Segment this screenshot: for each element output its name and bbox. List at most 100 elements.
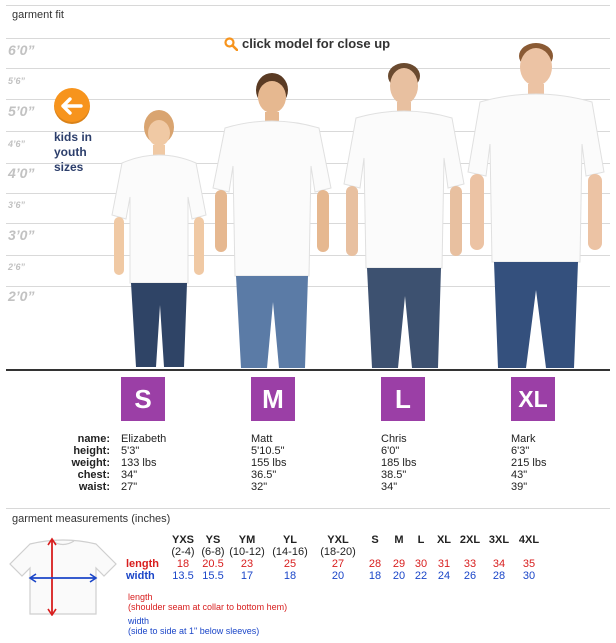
size-header: YM [238,534,256,546]
model-chris[interactable] [342,60,466,370]
size-badge-l[interactable]: L [381,377,425,421]
length-value: 31 [437,558,451,570]
length-value: 29 [392,558,406,570]
age-range: (6-8) [201,546,225,558]
model-elizabeth[interactable] [104,105,214,370]
length-note: length (shoulder seam at collar to botto… [128,592,287,612]
length-value: 34 [492,558,506,570]
width-value: 15.5 [202,570,224,582]
gridline [6,99,610,100]
width-value: 17 [240,570,254,582]
size-badge-s[interactable]: S [121,377,165,421]
size-badge-m[interactable]: M [251,377,295,421]
model-stats-m: Matt 5'10.5" 155 lbs 36.5" 32" [251,433,286,493]
size-header: XL [436,534,452,546]
top-divider [6,5,610,6]
length-value: 25 [283,558,297,570]
length-value: 30 [414,558,428,570]
model-height: 5'10.5" [251,445,285,457]
model-waist: 27" [121,481,138,493]
width-value: 18 [368,570,382,582]
size-header: YXL [327,534,349,546]
left-arrow-icon[interactable] [54,88,90,124]
kids-text-line: sizes [54,160,84,174]
gridline [6,286,610,287]
stat-label: name: [77,433,110,445]
size-header: S [371,534,379,546]
closeup-text: click model for close up [242,36,391,51]
model-matt[interactable] [211,70,333,370]
kids-text: kids in youth sizes [54,130,124,175]
age-range: (2-4) [171,546,195,558]
width-value: 18 [283,570,297,582]
stat-label: waist: [78,481,110,493]
size-header: M [394,534,404,546]
size-header: L [417,534,425,546]
model-height: 5'3" [121,445,140,457]
height-label: 5’0” [8,103,35,119]
width-row: width 13.5 15.5 17 18 20 18 20 22 24 26 … [126,570,544,582]
width-value: 24 [437,570,451,582]
model-mark[interactable] [466,40,606,370]
height-label: 6’0” [8,42,35,58]
size-header: YS [205,534,221,546]
magnifier-icon [224,36,239,51]
length-note-text: (shoulder seam at collar to bottom hem) [128,602,288,612]
stat-label: chest: [77,469,110,481]
length-label: length [126,558,159,570]
kids-text-line: youth [54,145,87,159]
kids-text-line: kids in [54,130,93,144]
header-spacer [126,534,168,546]
width-note-title: width [128,616,150,626]
model-weight: 215 lbs [511,457,547,469]
length-value: 20.5 [202,558,224,570]
width-value: 26 [463,570,477,582]
model-chest: 34" [121,469,138,481]
model-waist: 39" [511,481,528,493]
size-header: 3XL [488,534,510,546]
stat-labels: name: height: weight: chest: waist: [20,433,111,493]
size-header: YL [282,534,298,546]
height-label: 5’6” [8,76,26,86]
model-weight: 185 lbs [381,457,417,469]
width-note-text: (side to side at 1" below sleeves) [128,626,260,636]
length-value: 23 [240,558,254,570]
stat-label: weight: [71,457,111,469]
model-stats-s: Elizabeth 5'3" 133 lbs 34" 27" [121,433,166,493]
length-value: 27 [331,558,345,570]
model-weight: 155 lbs [251,457,287,469]
measurements-divider [6,508,610,509]
width-value: 13.5 [172,570,194,582]
model-height: 6'0" [381,445,400,457]
length-value: 35 [522,558,536,570]
stat-label: height: [73,445,110,457]
model-name: Mark [511,433,536,445]
width-value: 20 [331,570,345,582]
measurements-subheader: (2-4) (6-8) (10-12) (14-16) (18-20) [126,546,544,558]
age-range: (14-16) [272,546,308,558]
length-value: 28 [368,558,382,570]
height-label: 3’6” [8,200,26,210]
width-value: 20 [392,570,406,582]
width-value: 30 [522,570,536,582]
gridline [6,38,610,39]
model-stats-l: Chris 6'0" 185 lbs 38.5" 34" [381,433,416,493]
age-range: (10-12) [229,546,265,558]
height-label: 2’6” [8,262,26,272]
model-name: Matt [251,433,273,445]
height-label: 2’0” [8,288,35,304]
model-stats-xl: Mark 6'3" 215 lbs 43" 39" [511,433,546,493]
subheader-spacer [126,546,168,558]
model-chest: 36.5" [251,469,277,481]
length-value: 18 [176,558,190,570]
kids-sizes-link[interactable]: kids in youth sizes [54,88,124,175]
model-name: Elizabeth [121,433,167,445]
model-name: Chris [381,433,407,445]
shirt-diagram [8,534,118,617]
size-header: 2XL [459,534,481,546]
height-label: 4’0” [8,165,35,181]
length-value: 33 [463,558,477,570]
length-row: length 18 20.5 23 25 27 28 29 30 31 33 3… [126,558,544,570]
size-header: YXS [171,534,194,546]
size-badge-xl[interactable]: XL [511,377,555,421]
